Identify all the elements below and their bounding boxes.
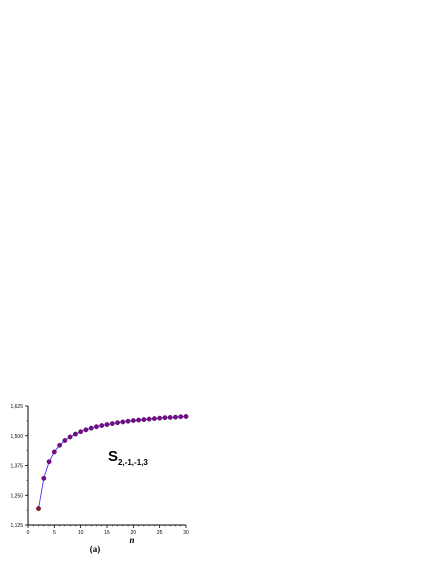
x-tick-label: 10 bbox=[78, 530, 84, 536]
y-tick-label: 1,250 bbox=[10, 493, 23, 499]
data-point bbox=[88, 425, 94, 431]
series-annotation: S2,-1,-1,3 bbox=[108, 448, 148, 467]
data-point bbox=[157, 415, 163, 421]
x-tick-label: 15 bbox=[104, 530, 110, 536]
data-point bbox=[46, 459, 52, 465]
y-ticks: 1,125 1,250 1,375 1,500 1,625 bbox=[10, 404, 28, 529]
x-tick-label: 20 bbox=[131, 530, 137, 536]
data-point bbox=[183, 414, 189, 419]
data-point bbox=[173, 414, 178, 420]
y-tick-label: 1,375 bbox=[10, 464, 23, 470]
annotation-subscript: 2,-1,-1,3 bbox=[118, 458, 148, 467]
data-point bbox=[109, 421, 115, 427]
annotation-main: S bbox=[108, 448, 118, 465]
figure-caption: (a) bbox=[90, 544, 101, 554]
x-tick-label: 0 bbox=[27, 530, 30, 536]
data-point bbox=[130, 418, 136, 423]
data-point bbox=[73, 431, 78, 437]
data-point bbox=[99, 423, 105, 428]
data-point bbox=[178, 414, 184, 420]
data-point bbox=[67, 434, 73, 440]
series bbox=[36, 414, 189, 511]
y-tick-label: 1,125 bbox=[10, 523, 23, 529]
data-point bbox=[115, 420, 120, 426]
data-point bbox=[125, 418, 131, 424]
data-point bbox=[83, 427, 89, 433]
x-ticks: 0 5 10 15 20 25 30 bbox=[27, 525, 189, 536]
data-point bbox=[167, 415, 173, 420]
data-point bbox=[120, 419, 126, 425]
data-point bbox=[146, 416, 152, 422]
y-tick-label: 1,625 bbox=[10, 404, 23, 410]
data-point bbox=[36, 506, 41, 511]
data-point bbox=[57, 442, 62, 448]
data-point bbox=[151, 416, 157, 422]
data-point bbox=[62, 438, 68, 443]
x-axis-label: n bbox=[129, 535, 134, 545]
data-point bbox=[51, 449, 57, 455]
y-tick-label: 1,500 bbox=[10, 434, 23, 440]
data-point bbox=[94, 424, 99, 430]
x-tick-label: 5 bbox=[53, 530, 56, 536]
x-tick-label: 25 bbox=[157, 530, 163, 536]
data-point bbox=[141, 417, 147, 422]
data-point bbox=[136, 417, 142, 423]
data-point bbox=[41, 475, 47, 481]
data-point bbox=[104, 422, 110, 427]
data-point bbox=[162, 415, 168, 421]
x-tick-label: 30 bbox=[183, 530, 189, 536]
data-point bbox=[78, 429, 84, 435]
